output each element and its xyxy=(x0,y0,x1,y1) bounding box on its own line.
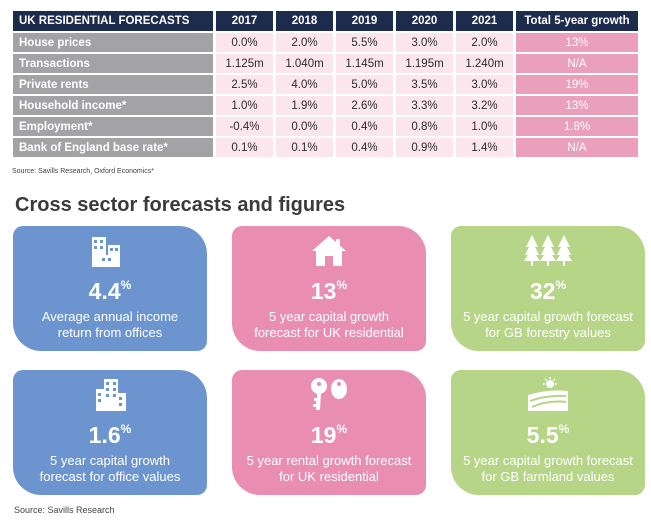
forest-trees-icon xyxy=(451,233,645,267)
cell-value: 1.040m xyxy=(276,54,333,73)
table-row: Bank of England base rate* 0.1% 0.1% 0.4… xyxy=(13,138,638,157)
year-header: 2017 xyxy=(216,11,273,31)
office-block-icon xyxy=(13,377,207,411)
card-description: 5 year capital growth forecast for UK res… xyxy=(254,309,404,340)
cell-value: -0.4% xyxy=(216,117,273,136)
cell-value: 0.1% xyxy=(216,138,273,157)
total-growth-header: Total 5-year growth xyxy=(516,11,638,31)
section-title: Cross sector forecasts and figures xyxy=(15,194,346,216)
cell-value: 1.145m xyxy=(336,54,393,73)
table-source-note: Source: Savills Research, Oxford Economi… xyxy=(12,168,154,175)
card-gb-forestry: 32% 5 year capital growth forecast for GB… xyxy=(451,226,645,351)
cell-value: 1.195m xyxy=(396,54,453,73)
table-row: Employment* -0.4% 0.0% 0.4% 0.8% 1.0% 1.… xyxy=(13,117,638,136)
cell-value: 3.5% xyxy=(396,75,453,94)
cell-value: 0.9% xyxy=(396,138,453,157)
house-icon xyxy=(232,233,426,267)
cell-value: 0.0% xyxy=(276,117,333,136)
card-office-values: 1.6% 5 year capital growth forecast for o… xyxy=(13,370,207,495)
cell-value: 1.0% xyxy=(456,117,513,136)
cell-value: 2.6% xyxy=(336,96,393,115)
card-value: 32% xyxy=(529,278,567,304)
row-label: Private rents xyxy=(13,75,213,94)
card-gb-farmland: 5.5% 5 year capital growth forecast for G… xyxy=(451,370,645,495)
cell-value: 1.9% xyxy=(276,96,333,115)
table-header-row: UK RESIDENTIAL FORECASTS 2017 2018 2019 … xyxy=(13,11,638,31)
cell-value: 1.125m xyxy=(216,54,273,73)
cell-value: 2.0% xyxy=(456,33,513,52)
year-header: 2021 xyxy=(456,11,513,31)
card-description: 5 year capital growth forecast for GB far… xyxy=(463,453,633,484)
card-description: 5 year rental growth forecast for UK resi… xyxy=(246,453,412,484)
year-header: 2018 xyxy=(276,11,333,31)
table-row: Transactions 1.125m 1.040m 1.145m 1.195m… xyxy=(13,54,638,73)
row-label: House prices xyxy=(13,33,213,52)
cell-value: 0.4% xyxy=(336,117,393,136)
cell-value: 2.5% xyxy=(216,75,273,94)
year-header: 2019 xyxy=(336,11,393,31)
card-description: Average annual income return from offices xyxy=(41,309,179,340)
card-uk-residential-growth: 13% 5 year capital growth forecast for UK… xyxy=(232,226,426,351)
table-row: Private rents 2.5% 4.0% 5.0% 3.5% 3.0% 1… xyxy=(13,75,638,94)
total-growth-value: 13% xyxy=(516,33,638,52)
card-value: 5.5% xyxy=(526,422,570,448)
cell-value: 4.0% xyxy=(276,75,333,94)
total-growth-value: N/A xyxy=(516,54,638,73)
total-growth-value: 19% xyxy=(516,75,638,94)
year-header: 2020 xyxy=(396,11,453,31)
keys-icon xyxy=(232,377,426,411)
cell-value: 0.4% xyxy=(336,138,393,157)
row-label: Household income* xyxy=(13,96,213,115)
row-label: Bank of England base rate* xyxy=(13,138,213,157)
office-buildings-icon xyxy=(13,233,207,267)
farmland-sun-icon xyxy=(451,377,645,411)
cell-value: 0.1% xyxy=(276,138,333,157)
row-label: Transactions xyxy=(13,54,213,73)
cell-value: 0.0% xyxy=(216,33,273,52)
total-growth-value: 13% xyxy=(516,96,638,115)
card-uk-rental-growth: 19% 5 year rental growth forecast for UK … xyxy=(232,370,426,495)
table-title: UK RESIDENTIAL FORECASTS xyxy=(13,11,213,31)
uk-residential-forecasts-table: UK RESIDENTIAL FORECASTS 2017 2018 2019 … xyxy=(10,9,641,159)
card-description: 5 year capital growth forecast for office… xyxy=(39,453,181,484)
cell-value: 1.4% xyxy=(456,138,513,157)
cell-value: 3.0% xyxy=(456,75,513,94)
card-description: 5 year capital growth forecast for GB for… xyxy=(463,309,633,340)
cell-value: 3.0% xyxy=(396,33,453,52)
card-office-income: 4.4% Average annual income return from of… xyxy=(13,226,207,351)
card-value: 13% xyxy=(310,278,348,304)
cell-value: 1.0% xyxy=(216,96,273,115)
cell-value: 5.5% xyxy=(336,33,393,52)
page-source-note: Source: Savills Research xyxy=(14,505,115,515)
card-value: 1.6% xyxy=(88,422,132,448)
table-row: House prices 0.0% 2.0% 5.5% 3.0% 2.0% 13… xyxy=(13,33,638,52)
table-row: Household income* 1.0% 1.9% 2.6% 3.3% 3.… xyxy=(13,96,638,115)
card-value: 19% xyxy=(310,422,348,448)
total-growth-value: 1.8% xyxy=(516,117,638,136)
cell-value: 5.0% xyxy=(336,75,393,94)
row-label: Employment* xyxy=(13,117,213,136)
total-growth-value: N/A xyxy=(516,138,638,157)
cell-value: 3.3% xyxy=(396,96,453,115)
cell-value: 0.8% xyxy=(396,117,453,136)
cell-value: 2.0% xyxy=(276,33,333,52)
cell-value: 3.2% xyxy=(456,96,513,115)
card-value: 4.4% xyxy=(88,278,132,304)
cell-value: 1.240m xyxy=(456,54,513,73)
